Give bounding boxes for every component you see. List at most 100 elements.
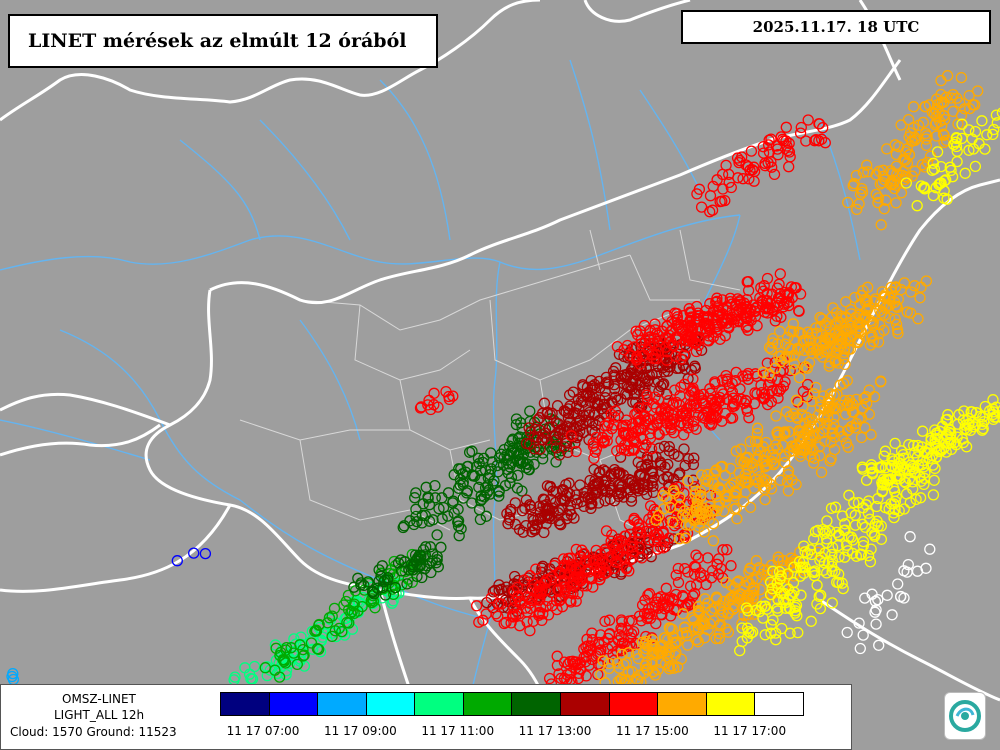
lightning-strike-mark (386, 597, 398, 609)
legend-tick-label: 11 17 09:00 (324, 724, 397, 738)
lightning-strike-mark (839, 358, 851, 371)
lightning-strike-mark (901, 143, 913, 155)
lightning-strike-mark (802, 114, 814, 126)
lightning-strike-mark (924, 543, 936, 555)
legend-tick-label: 11 17 17:00 (713, 724, 787, 738)
lightning-strike-mark (626, 535, 638, 548)
lightning-strike-mark (918, 472, 931, 485)
lightning-strike-mark (670, 396, 683, 409)
lightning-strike-mark (559, 584, 572, 596)
lightning-strike-mark (698, 526, 710, 538)
lightning-strike-mark (808, 570, 821, 582)
lightning-strike-mark (500, 616, 512, 629)
lightning-strike-mark (730, 502, 742, 514)
lightning-strike-mark (653, 428, 665, 441)
lightning-strike-mark (874, 178, 886, 190)
lightning-strike-mark (813, 441, 825, 453)
lightning-strike-mark (959, 103, 971, 115)
lightning-strike-mark (533, 586, 545, 598)
lightning-strike-mark (485, 592, 497, 604)
lightning-strike-mark (682, 566, 694, 578)
lightning-strike-mark (571, 431, 583, 444)
lightning-strike-mark (661, 320, 673, 332)
lightning-strike-mark (846, 406, 859, 418)
lightning-strike-mark (557, 553, 570, 565)
lightning-strike-mark (890, 470, 903, 482)
lightning-strike-mark (541, 480, 554, 492)
lightning-strike-mark (537, 500, 549, 512)
lightning-strike-mark (801, 362, 813, 374)
lightning-strike-mark (455, 523, 467, 535)
lightning-strike-mark (824, 455, 836, 467)
lightning-strike-mark (397, 521, 409, 534)
lightning-strike-mark (744, 164, 756, 176)
lightning-strike-mark (996, 405, 1000, 416)
lightning-strike-mark (710, 396, 722, 408)
lightning-strike-mark (904, 496, 916, 509)
lightning-strike-mark (590, 419, 602, 431)
legend-swatch (658, 693, 707, 715)
lightning-strike-mark (862, 550, 875, 562)
lightning-strike-mark (764, 588, 777, 601)
lightning-strike-mark (669, 637, 681, 650)
lightning-strike-mark (930, 451, 942, 463)
lightning-strike-mark (709, 376, 721, 388)
lightning-strike-mark (599, 479, 611, 491)
lightning-strike-mark (713, 600, 726, 612)
lightning-strike-mark (474, 465, 487, 477)
lightning-strike-mark (541, 509, 553, 522)
lightning-strike-mark (890, 197, 902, 209)
lightning-strike-mark (612, 468, 625, 480)
lightning-strike-mark (788, 408, 800, 420)
lightning-strike-mark (763, 146, 776, 158)
lightning-strike-mark (794, 444, 806, 456)
lightning-strike-mark (742, 589, 754, 602)
lightning-strike-mark (945, 92, 957, 104)
lightning-strike-mark (797, 556, 810, 568)
lightning-strike-mark (888, 296, 901, 308)
lightning-strike-mark (899, 154, 912, 166)
lightning-strike-mark (771, 602, 784, 614)
lightning-strike-mark (866, 468, 879, 480)
lightning-strike-mark (641, 608, 654, 620)
lightning-strike-mark (413, 549, 426, 561)
lightning-strike-mark (857, 309, 869, 322)
lightning-strike-mark (657, 597, 669, 609)
lightning-strike-mark (891, 168, 903, 180)
lightning-strike-mark (940, 174, 952, 186)
lightning-strike-mark (640, 461, 652, 473)
lightning-strike-mark (541, 406, 553, 418)
lightning-strike-mark (430, 557, 442, 569)
lightning-strike-mark (639, 638, 651, 650)
lightning-strike-mark (690, 423, 702, 435)
lightning-strike-mark (423, 499, 436, 511)
lightning-strike-mark (768, 457, 781, 469)
lightning-strike-mark (827, 403, 839, 415)
lightning-strike-mark (748, 482, 760, 494)
lightning-strike-mark (492, 610, 504, 623)
lightning-strike-mark (687, 458, 700, 471)
legend-swatch (512, 693, 562, 715)
lightning-strike-mark (912, 119, 925, 132)
lightning-strike-mark (546, 600, 558, 612)
lightning-strike-mark (747, 592, 759, 604)
lightning-strike-mark (828, 418, 840, 431)
lightning-strike-mark (890, 281, 902, 293)
lightning-strike-mark (704, 190, 717, 202)
lightning-strike-mark (721, 544, 733, 556)
lightning-strike-mark (561, 669, 573, 681)
lightning-strike-mark (820, 320, 832, 332)
lightning-strike-mark (646, 655, 658, 667)
lightning-strike-mark (757, 366, 769, 378)
lightning-strike-mark (956, 132, 968, 145)
lightning-strike-mark (586, 384, 598, 396)
lightning-strike-mark (935, 88, 947, 101)
lightning-strike-mark (570, 595, 582, 607)
lightning-strike-mark (920, 275, 933, 287)
lightning-strike-mark (725, 181, 737, 194)
lightning-strike-mark (800, 135, 812, 147)
lightning-strike-mark (298, 649, 310, 661)
lightning-strike-mark (435, 541, 447, 553)
lightning-strike-mark (909, 165, 921, 177)
lightning-strike-mark (957, 436, 969, 449)
